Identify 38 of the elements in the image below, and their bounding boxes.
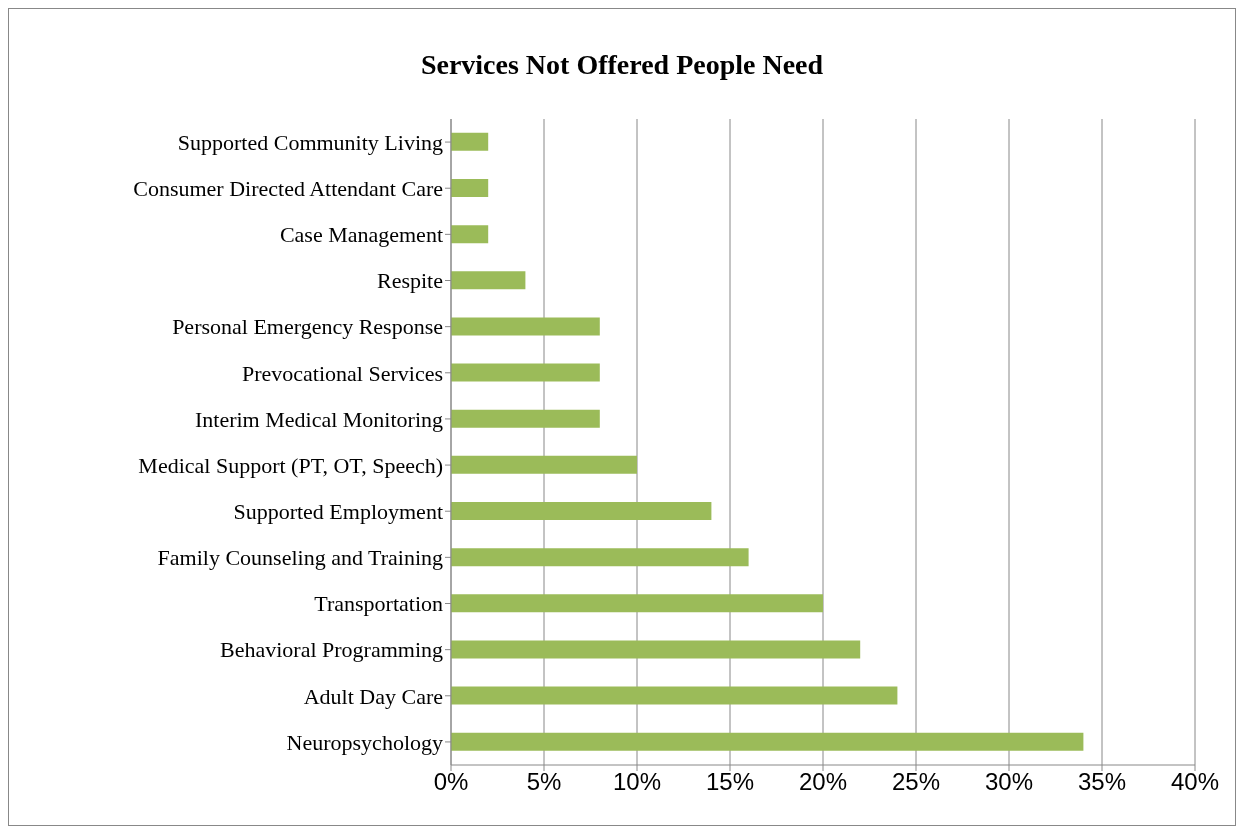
y-tick-label: Transportation: [314, 591, 443, 617]
bar: [451, 271, 526, 290]
x-tick-label: 35%: [1077, 768, 1127, 796]
bar: [451, 132, 489, 151]
bar: [451, 225, 489, 244]
y-tick-label: Respite: [377, 268, 443, 294]
bar: [451, 409, 600, 428]
bar: [451, 732, 1084, 751]
bar: [451, 640, 861, 659]
x-tick-label: 40%: [1170, 768, 1220, 796]
x-tick-label: 25%: [891, 768, 941, 796]
bar: [451, 594, 823, 613]
y-tick-label: Supported Employment: [233, 499, 443, 525]
x-tick-label: 10%: [612, 768, 662, 796]
y-tick-label: Neuropsychology: [286, 729, 443, 755]
y-tick-label: Behavioral Programming: [219, 637, 443, 663]
x-tick-label: 20%: [798, 768, 848, 796]
x-tick-label: 15%: [705, 768, 755, 796]
bar: [451, 317, 600, 336]
y-tick-label: Prevocational Services: [242, 360, 443, 386]
bar: [451, 178, 489, 197]
bar: [451, 455, 637, 474]
bar: [451, 501, 712, 520]
bar: [451, 548, 749, 567]
y-tick-label: Supported Community Living: [177, 129, 443, 155]
y-tick-label: Personal Emergency Response: [172, 314, 443, 340]
x-tick-label: 5%: [526, 768, 562, 796]
bar: [451, 686, 898, 705]
x-tick-label: 30%: [984, 768, 1034, 796]
y-tick-label: Interim Medical Monitoring: [194, 406, 443, 432]
bar: [451, 363, 600, 382]
x-tick-label: 0%: [433, 768, 469, 796]
y-tick-label: Family Counseling and Training: [157, 545, 443, 571]
y-tick-label: Consumer Directed Attendant Care: [133, 176, 443, 202]
y-tick-label: Adult Day Care: [303, 683, 443, 709]
chart-title: Services Not Offered People Need: [419, 48, 825, 82]
y-tick-label: Medical Support (PT, OT, Speech): [138, 452, 443, 478]
y-tick-label: Case Management: [279, 222, 443, 248]
